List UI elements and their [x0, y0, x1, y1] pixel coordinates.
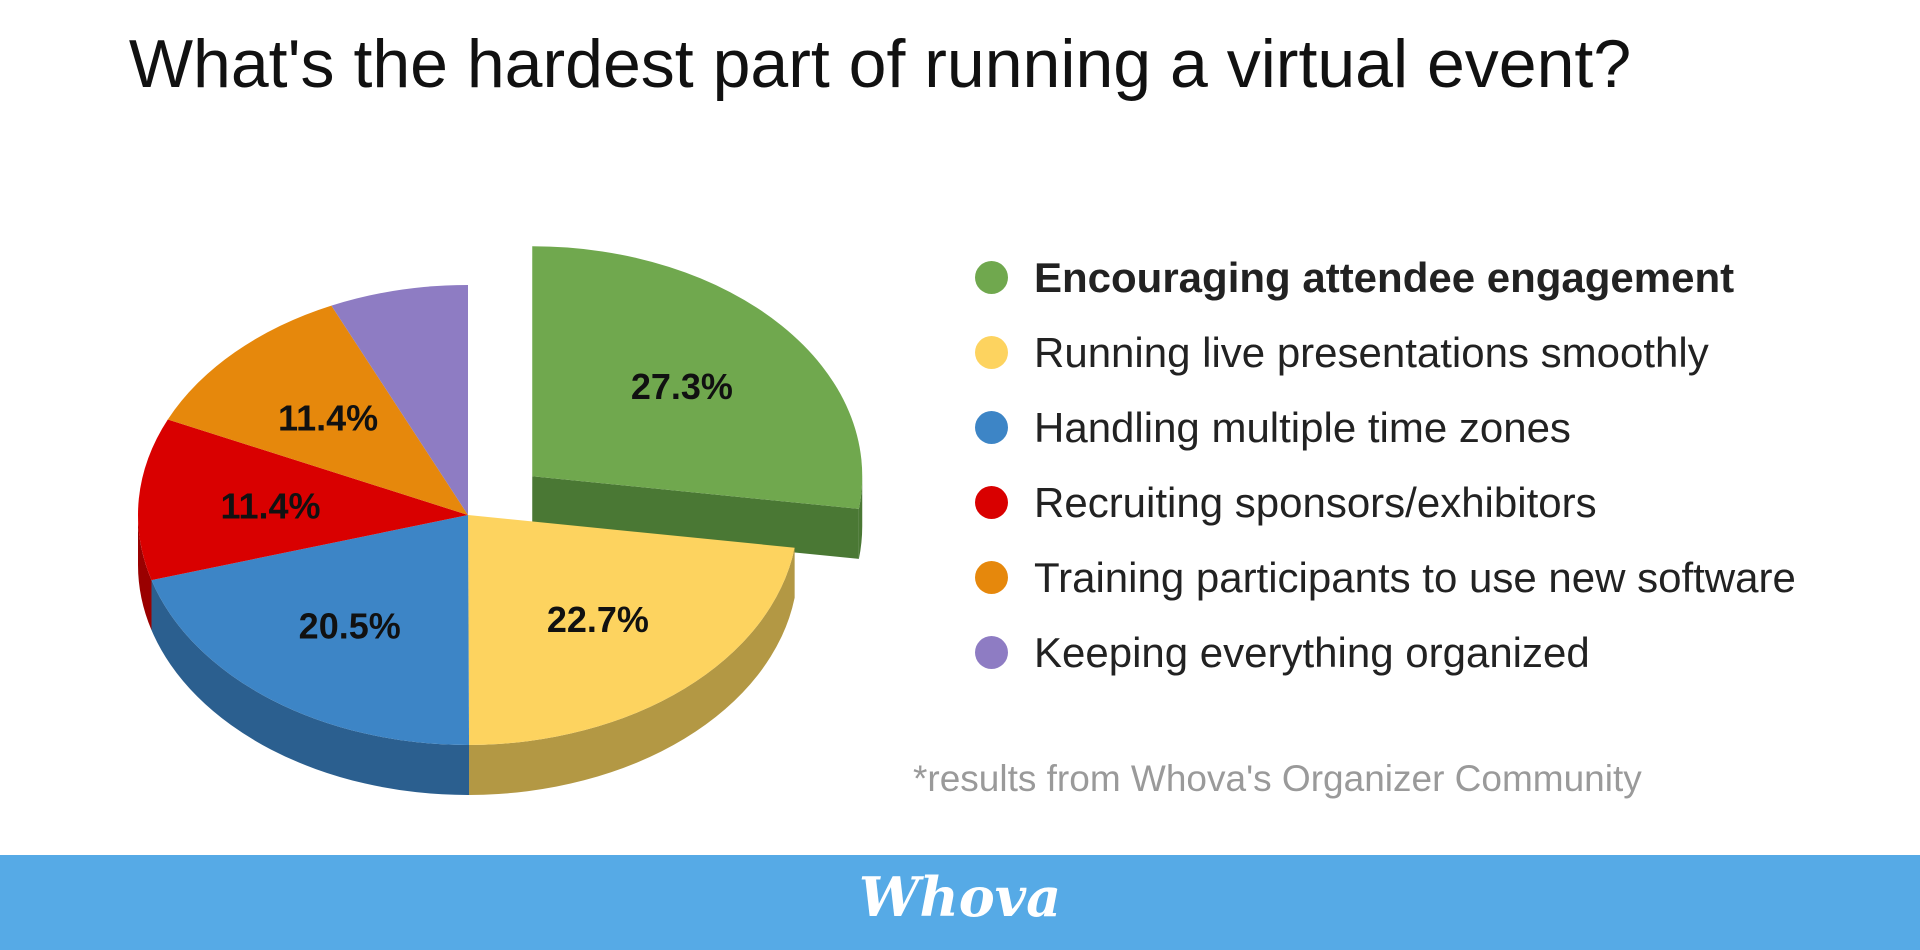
- slice-side-running-live-presentations-smoothly: [469, 547, 795, 795]
- slice-keeping-everything-organized: [331, 285, 468, 515]
- pie-slices: [137, 246, 863, 745]
- slice-label-encouraging-attendee-engagement: 27.3%: [631, 366, 733, 407]
- legend-swatch: [975, 336, 1008, 369]
- legend-swatch: [975, 636, 1008, 669]
- legend-label: Recruiting sponsors/exhibitors: [1034, 478, 1597, 526]
- legend-swatch: [975, 486, 1008, 519]
- legend-label: Training participants to use new softwar…: [1034, 553, 1796, 601]
- slice-training-participants-to-use-new-software: [167, 305, 468, 515]
- pie-sides: [138, 476, 863, 795]
- slice-label-recruiting-sponsors-exhibitors: 11.4%: [220, 485, 320, 526]
- footnote: *results from Whova's Organizer Communit…: [913, 758, 1642, 799]
- legend-item-training-participants-to-use-new-software: Training participants to use new softwar…: [975, 540, 1796, 615]
- legend-label: Keeping everything organized: [1034, 628, 1590, 676]
- legend-item-keeping-everything-organized: Keeping everything organized: [975, 615, 1796, 690]
- legend: Encouraging attendee engagement Running l…: [975, 240, 1796, 690]
- legend-item-handling-multiple-time-zones: Handling multiple time zones: [975, 390, 1796, 465]
- pie-labels: 27.3% 22.7% 20.5% 11.4% 11.4%: [220, 366, 732, 647]
- slice-side-handling-multiple-time-zones: [151, 580, 470, 795]
- slice-encouraging-attendee-engagement: [532, 246, 863, 509]
- legend-swatch: [975, 411, 1008, 444]
- slice-side-recruiting-sponsors-exhibitors: [138, 515, 152, 631]
- legend-item-running-live-presentations-smoothly: Running live presentations smoothly: [975, 315, 1796, 390]
- slice-handling-multiple-time-zones: [151, 515, 470, 745]
- slice-label-handling-multiple-time-zones: 20.5%: [299, 606, 401, 647]
- slice-recruiting-sponsors-exhibitors: [137, 419, 468, 581]
- slice-label-running-live-presentations-smoothly: 22.7%: [547, 599, 649, 640]
- slice-wall-encouraging-attendee-engagement: [532, 476, 859, 559]
- legend-swatch: [975, 261, 1008, 294]
- pie-chart: 27.3% 22.7% 20.5% 11.4% 11.4%: [137, 246, 863, 795]
- legend-item-recruiting-sponsors-exhibitors: Recruiting sponsors/exhibitors: [975, 465, 1796, 540]
- legend-swatch: [975, 561, 1008, 594]
- whova-logo: Whova: [858, 865, 1062, 929]
- legend-item-encouraging-attendee-engagement: Encouraging attendee engagement: [975, 240, 1796, 315]
- slice-side-encouraging-attendee-engagement: [858, 476, 863, 559]
- legend-label: Encouraging attendee engagement: [1034, 253, 1735, 301]
- slice-running-live-presentations-smoothly: [468, 515, 795, 745]
- legend-label: Running live presentations smoothly: [1034, 328, 1709, 376]
- footer-bar: Whova: [0, 855, 1920, 950]
- legend-label: Handling multiple time zones: [1034, 403, 1571, 451]
- slice-label-training-participants-to-use-new-software: 11.4%: [278, 397, 378, 438]
- chart-title: What's the hardest part of running a vir…: [128, 26, 1632, 102]
